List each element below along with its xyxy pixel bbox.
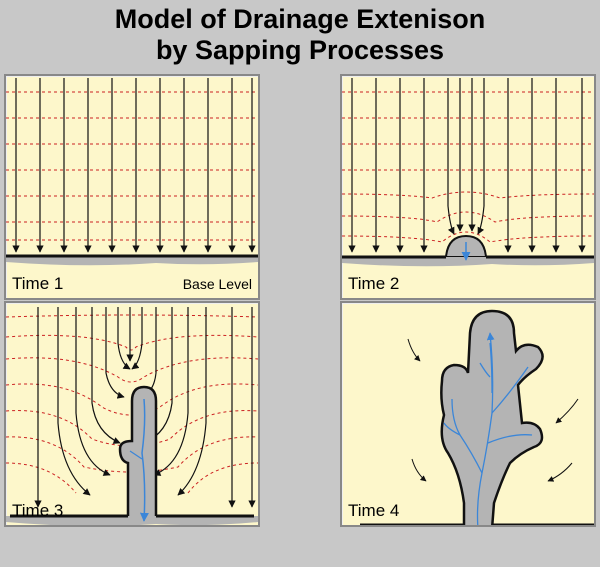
time-label: Time 2 <box>348 274 400 293</box>
panel-3-illustration <box>6 307 258 525</box>
base-level-label: Base Level <box>182 276 252 292</box>
channel-body <box>118 385 158 521</box>
panel-time-4: Time 4 <box>340 301 596 527</box>
flow-arrows <box>34 307 256 508</box>
panel-time-1: Time 1 Base Level <box>4 74 260 300</box>
stream-line <box>139 398 149 522</box>
panel-time-3: Time 3 <box>4 301 260 527</box>
diagram-title-line-2: by Sapping Processes <box>155 35 445 65</box>
time-label: Time 3 <box>12 501 64 520</box>
base-level-surface <box>342 257 594 267</box>
flow-arrows <box>348 78 586 253</box>
flow-arrows <box>407 338 579 482</box>
flow-arrows <box>12 78 256 253</box>
base-level-surface <box>6 516 258 525</box>
base-level-surface <box>6 256 258 266</box>
panel-time-2: Time 2 <box>340 74 596 300</box>
water-table-lines <box>342 91 594 243</box>
stream-network <box>443 332 533 525</box>
stream-tributary <box>129 450 143 460</box>
time-label: Time 1 <box>12 274 64 293</box>
panel-1-illustration <box>6 78 258 266</box>
water-table-lines <box>6 91 258 241</box>
time-label: Time 4 <box>348 501 400 520</box>
panel-2-illustration <box>342 78 594 267</box>
diagram-title-line-1: Model of Drainage Extenison <box>114 4 486 34</box>
panel-4-illustration <box>360 309 594 525</box>
